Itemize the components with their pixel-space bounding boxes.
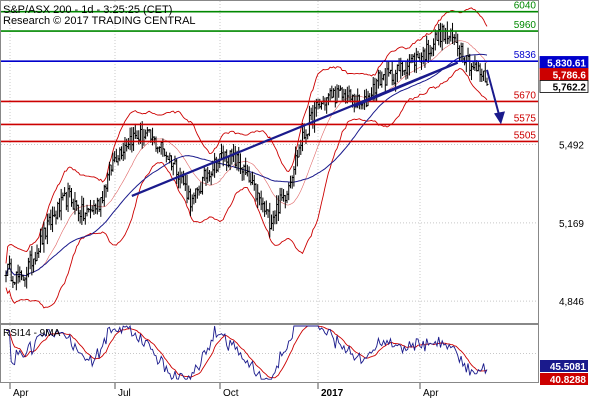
level-label-5670: 5670: [514, 90, 537, 101]
y-tick-label-5169: 5,169: [559, 219, 584, 230]
x-tick-label-Jul: Jul: [118, 388, 131, 399]
level-label-5836: 5836: [514, 50, 537, 61]
chart-title: S&P/ASX 200 - 1d - 3:25:25 (CET): [3, 4, 172, 16]
bollinger-middle: [5, 40, 488, 276]
level-label-5575: 5575: [514, 113, 537, 124]
rsi-ma-line: [6, 325, 487, 379]
rsi-tag-box: [540, 360, 588, 372]
rsi-value-tag: 45.5081: [550, 362, 587, 373]
trend-line-upper: [353, 61, 459, 108]
x-tick-label-Apr: Apr: [423, 388, 439, 399]
level-label-6040: 6040: [514, 1, 537, 12]
price-tag-2: 5,762.2: [553, 82, 587, 93]
rsi-title: RSI14 - 9MA: [3, 328, 61, 339]
forecast-arrow-line: [486, 69, 501, 119]
rsi-ma-value-tag: 40.8288: [550, 375, 587, 386]
main-panel: [0, 0, 539, 324]
y-tick-label-4846: 4,846: [559, 297, 584, 308]
level-label-5960: 5960: [514, 20, 537, 31]
price-bar: [485, 77, 489, 86]
y-tick-label-5492: 5,492: [559, 141, 584, 152]
x-tick-label-Oct: Oct: [223, 388, 239, 399]
bollinger-upper: [5, 7, 488, 264]
price-tag-0: 5,830.61: [547, 58, 586, 69]
price-tag-box-2: [539, 80, 589, 93]
rsi-panel: [0, 324, 539, 383]
price-tag-1: 5,786.6: [553, 70, 587, 81]
rsi-line: [6, 324, 488, 381]
forecast-arrow-head: [494, 111, 505, 125]
x-tick-label-Apr: Apr: [13, 388, 29, 399]
x-tick-label-2017: 2017: [321, 388, 344, 399]
moving-average: [5, 53, 488, 277]
rsi-ma-tag-box: [540, 373, 588, 385]
chart-subtitle: Research © 2017 TRADING CENTRAL: [3, 15, 196, 27]
level-label-5505: 5505: [514, 130, 537, 141]
